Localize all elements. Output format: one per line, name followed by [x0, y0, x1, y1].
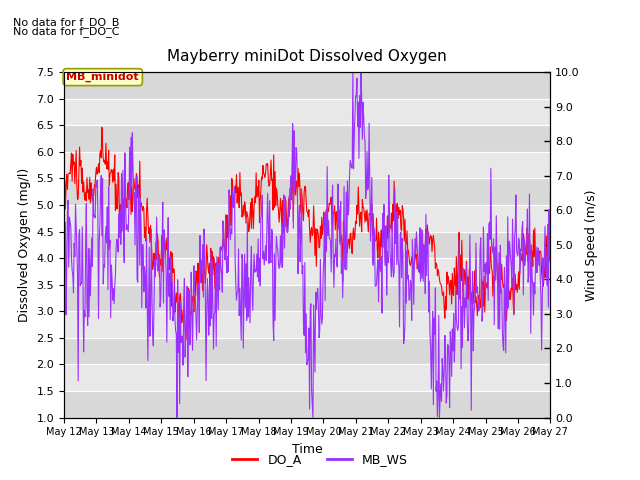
- Bar: [64, 338, 550, 364]
- Bar: [64, 391, 550, 418]
- Bar: [64, 179, 550, 205]
- Text: No data for f_DO_B: No data for f_DO_B: [13, 17, 119, 28]
- Bar: [64, 152, 550, 179]
- Bar: [64, 205, 550, 231]
- Text: No data for f_DO_C: No data for f_DO_C: [13, 26, 119, 37]
- Bar: [64, 364, 550, 391]
- Bar: [64, 72, 550, 98]
- Y-axis label: Wind Speed (m/s): Wind Speed (m/s): [586, 189, 598, 300]
- Legend: DO_A, MB_WS: DO_A, MB_WS: [227, 448, 413, 471]
- Bar: [64, 98, 550, 125]
- Bar: [64, 311, 550, 338]
- Bar: [64, 258, 550, 285]
- Title: Mayberry miniDot Dissolved Oxygen: Mayberry miniDot Dissolved Oxygen: [167, 49, 447, 64]
- Text: MB_minidot: MB_minidot: [67, 72, 139, 82]
- Bar: [64, 285, 550, 311]
- Y-axis label: Dissolved Oxygen (mg/l): Dissolved Oxygen (mg/l): [18, 168, 31, 322]
- X-axis label: Time: Time: [292, 443, 323, 456]
- Bar: [64, 231, 550, 258]
- Bar: [64, 125, 550, 152]
